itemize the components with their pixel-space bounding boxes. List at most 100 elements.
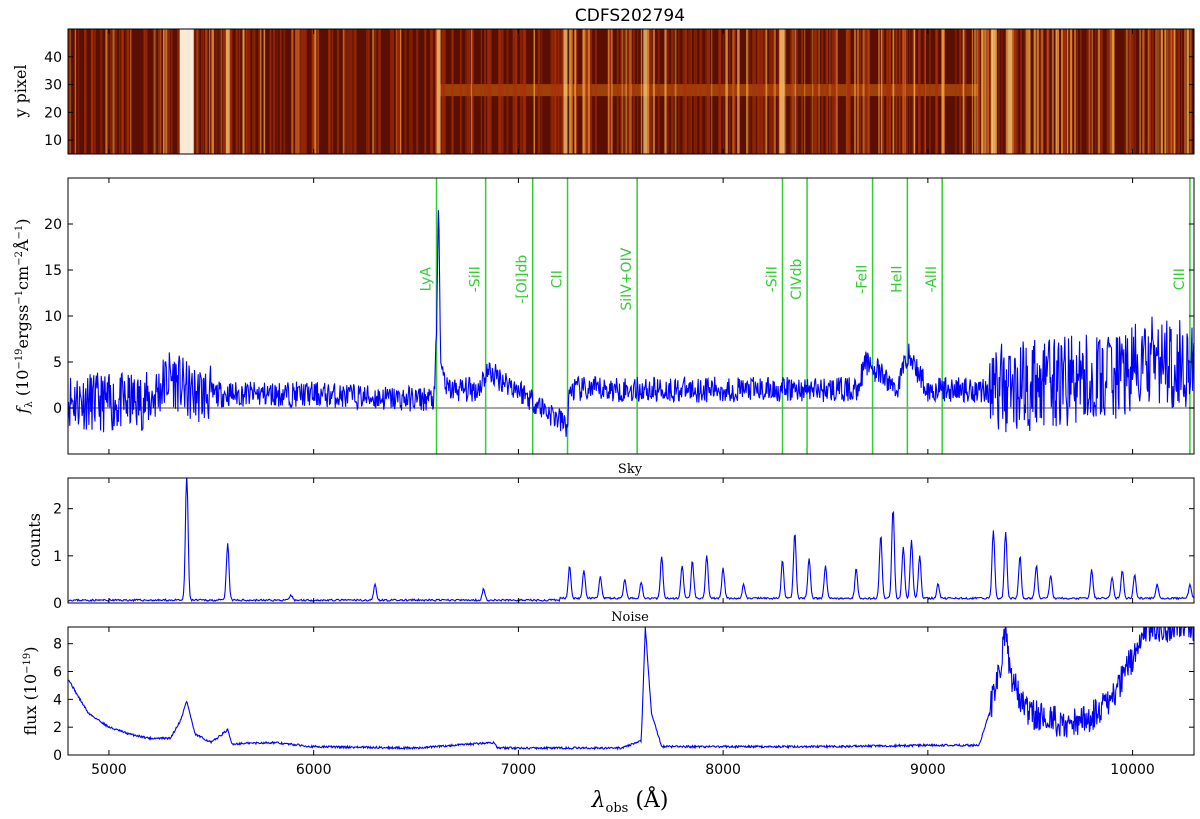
panel-2d-yticks: 10 20 30 40 [44,50,1194,149]
heatmap-column [737,29,740,154]
heatmap-column [512,29,515,154]
heatmap-column [1168,29,1171,154]
ytick-label: 0 [53,401,62,417]
heatmap-column [1069,29,1073,154]
heatmap-column [864,29,866,154]
heatmap-column [238,29,241,154]
heatmap-column [818,29,820,154]
ytick-label: 20 [44,105,62,121]
heatmap-column [113,29,117,154]
heatmap-column [170,29,173,154]
heatmap-column [1020,29,1023,154]
heatmap-column [162,29,165,154]
heatmap-column [906,29,908,154]
heatmap-column [770,29,773,154]
panel-1d-ylabel: fλ (10−19ergss−1cm−2Å−1) [12,218,35,414]
heatmap-column [515,29,518,154]
heatmap-column [1166,29,1169,154]
heatmap-column [954,29,957,154]
ytick-label: 1 [53,549,62,565]
heatmap-column [480,29,483,154]
heatmap-column [486,29,489,154]
heatmap-column [862,29,865,154]
noise-line [68,627,1194,751]
heatmap-column [1065,29,1067,154]
heatmap-column [705,29,708,154]
line-id-label: CII [550,270,566,288]
line-id-label: CIII [1172,268,1188,290]
heatmap-column [626,29,629,154]
heatmap-column [699,29,701,154]
heatmap-column [690,29,692,154]
heatmap-column [90,29,93,154]
heatmap-column [678,29,680,154]
heatmap-column [467,29,470,154]
heatmap-column [297,29,300,154]
heatmap-column [1091,29,1094,154]
heatmap-column [231,29,233,154]
heatmap-column [1127,29,1130,154]
spectrum-line [68,210,1194,437]
heatmap-column [550,29,553,154]
heatmap-column [1184,29,1187,154]
heatmap-column [537,29,540,154]
heatmap-column [587,29,590,154]
heatmap-column [1015,29,1018,154]
heatmap-column [1124,29,1126,154]
heatmap-column [582,29,585,154]
heatmap-column [176,29,179,154]
heatmap-column [395,29,397,154]
heatmap-column [1157,29,1160,154]
heatmap-column [344,29,346,154]
heatmap-column [632,29,635,154]
line-id-label: -FeII [855,265,871,294]
ytick-label: 8 [53,637,62,653]
heatmap-column [694,29,697,154]
heatmap-column [105,29,108,154]
heatmap-column [74,29,77,154]
heatmap-column [305,29,308,154]
heatmap-column [253,29,256,154]
heatmap-column [409,29,412,154]
heatmap-column [773,29,775,154]
ytick-label: 15 [44,263,62,279]
panel-2d-frame [67,28,1195,155]
panel-sky-frame [67,477,1195,604]
panel-1d-spectrum: 0 5 10 15 20 LyA -SiII -[OI]db CII SiIV+OIV -SiII… [12,177,1195,455]
heatmap-2d-spectrum [68,29,1194,154]
heatmap-column [878,29,880,154]
heatmap-column [260,29,262,154]
heatmap-column [1014,29,1016,154]
heatmap-column [1109,29,1111,154]
heatmap-column [507,29,509,154]
heatmap-column [230,29,233,154]
heatmap-column [732,29,735,154]
panel-noise-frame [67,626,1195,756]
heatmap-column [1036,29,1039,154]
heatmap-column [696,29,698,154]
heatmap-column [657,29,659,154]
heatmap-column [963,29,966,154]
x-axis-ticks: 5000 6000 7000 8000 9000 10000 [91,29,1155,778]
heatmap-column [404,29,407,154]
heatmap-column [291,29,293,154]
heatmap-column [585,29,588,154]
heatmap-column [990,29,992,154]
heatmap-column [524,29,526,154]
heatmap-column [331,29,334,154]
heatmap-column [484,29,486,154]
heatmap-column [856,29,859,154]
heatmap-column [125,29,127,154]
xtick-label: 5000 [91,762,127,778]
heatmap-column [857,29,859,154]
heatmap-column [783,29,786,154]
heatmap-column [1186,29,1189,154]
heatmap-column [561,29,564,154]
heatmap-column [711,29,713,154]
heatmap-column [882,29,884,154]
heatmap-column [368,29,370,154]
heatmap-column [728,29,731,154]
line-id-label: -AlII [924,266,940,292]
x-axis-label: λobs (Å) [591,785,669,816]
heatmap-column [247,29,250,154]
